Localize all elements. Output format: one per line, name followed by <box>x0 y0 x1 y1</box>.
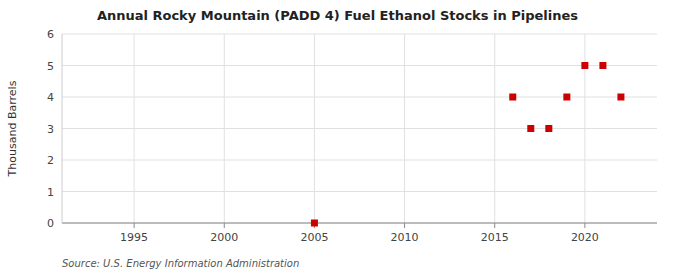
x-tick-mark <box>224 223 225 228</box>
y-grid-line <box>62 191 657 192</box>
x-tick-mark <box>584 223 585 228</box>
x-tick-label: 2010 <box>391 231 419 244</box>
x-grid-line <box>314 34 315 223</box>
point <box>527 125 534 132</box>
chart-container: 0 1 2 3 4 5 6 1995 2000 2005 2010 2015 2020 Annual Ro… <box>0 0 675 275</box>
x-grid-line <box>224 34 225 223</box>
y-tick-label: 5 <box>47 60 54 73</box>
y-tick-label: 2 <box>47 154 54 167</box>
x-grid-line <box>494 34 495 223</box>
y-tick-label: 6 <box>47 28 54 41</box>
x-tick-label: 2015 <box>481 231 509 244</box>
y-tick-label: 1 <box>47 186 54 199</box>
points <box>311 62 625 227</box>
y-axis-line <box>62 34 63 223</box>
y-grid-line <box>62 128 657 129</box>
x-tick-label: 2005 <box>300 231 328 244</box>
y-grid-line <box>62 223 657 224</box>
x-tick-label: 2020 <box>571 231 599 244</box>
x-grid-line <box>404 34 405 223</box>
x-tick-label: 1995 <box>120 231 148 244</box>
point <box>545 125 552 132</box>
point <box>311 220 318 227</box>
x-tick-mark <box>404 223 405 228</box>
y-tick-label: 3 <box>47 123 54 136</box>
point <box>617 94 624 101</box>
y-grid-line <box>62 65 657 66</box>
point <box>581 62 588 69</box>
axes: 0 1 2 3 4 5 6 1995 2000 2005 2010 2015 2020 <box>47 28 657 244</box>
x-tick-mark <box>134 223 135 228</box>
point <box>509 94 516 101</box>
x-axis-line <box>62 223 657 224</box>
x-tick-mark <box>494 223 495 228</box>
chart-svg: 0 1 2 3 4 5 6 1995 2000 2005 2010 2015 2020 Annual Ro… <box>0 0 675 275</box>
x-grid-line <box>134 34 135 223</box>
y-grid-line <box>62 160 657 161</box>
source-note: Source: U.S. Energy Information Administ… <box>62 258 299 269</box>
y-grid-line <box>62 34 657 35</box>
title: Annual Rocky Mountain (PADD 4) Fuel Etha… <box>97 8 578 23</box>
point <box>599 62 606 69</box>
grid <box>62 34 657 223</box>
y-tick-label: 0 <box>47 217 54 230</box>
y-axis-label: Thousand Barrels <box>6 80 19 177</box>
point <box>563 94 570 101</box>
x-tick-label: 2000 <box>210 231 238 244</box>
y-tick-label: 4 <box>47 91 54 104</box>
